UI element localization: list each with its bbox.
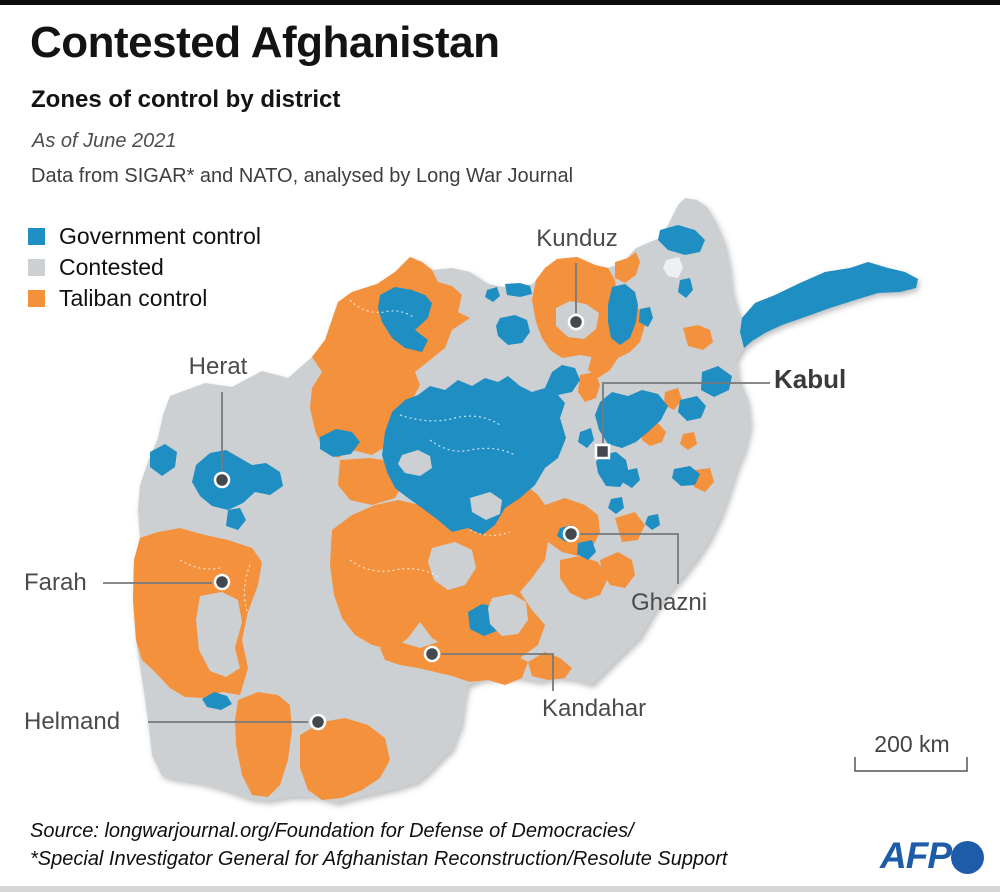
kandahar-marker: [423, 645, 441, 663]
farah-marker: [213, 573, 231, 591]
district-border: [243, 564, 251, 616]
top-bar: [0, 0, 1000, 5]
contested-enclaves: [196, 257, 683, 677]
district-shape: [596, 452, 629, 487]
city-label-kabul: Kabul: [774, 364, 847, 394]
district-shape: [485, 287, 500, 302]
city-leaders: [103, 263, 770, 723]
legend-row-taliban: Taliban control: [28, 283, 261, 314]
bottom-bar: [0, 886, 1000, 892]
district-shape: [664, 388, 682, 410]
district-shape: [488, 594, 528, 636]
city-label-farah: Farah: [24, 569, 87, 596]
helmand-marker: [309, 713, 327, 731]
district-border: [399, 414, 501, 426]
district-shape: [380, 642, 528, 685]
district-shape: [595, 390, 668, 448]
government-districts: [150, 225, 918, 710]
page-title: Contested Afghanistan: [30, 18, 500, 67]
legend-label-taliban: Taliban control: [59, 285, 208, 311]
data-source-note: Data from SIGAR* and NATO, analysed by L…: [31, 165, 574, 187]
district-border: [179, 559, 221, 570]
city-label-herat: Herat: [188, 353, 248, 380]
district-shape: [608, 284, 638, 345]
district-shape: [226, 508, 246, 530]
ghazni-leader: [580, 533, 679, 584]
afp-logo-circle: [951, 841, 984, 874]
source-block: Source: longwarjournal.org/Foundation fo…: [30, 817, 727, 873]
legend-label-contested: Contested: [59, 254, 164, 280]
district-shape: [560, 556, 608, 600]
scale-label: 200 km: [874, 731, 950, 757]
district-shape: [382, 376, 566, 535]
date-note: As of June 2021: [32, 130, 177, 152]
district-border: [429, 439, 516, 456]
district-shape: [470, 492, 502, 520]
district-shape: [608, 497, 624, 514]
legend-row-contested: Contested: [28, 252, 261, 283]
government-control-swatch: [28, 228, 45, 245]
district-shape: [701, 366, 732, 397]
kunduz-marker: [567, 313, 585, 331]
district-shape: [192, 450, 283, 510]
kabul-leader: [602, 382, 770, 443]
unassessed-district: [663, 257, 683, 278]
district-shape: [398, 450, 432, 476]
legend-row-government: Government control: [28, 221, 261, 252]
city-label-ghazni: Ghazni: [631, 589, 708, 616]
district-shape: [622, 468, 640, 488]
district-shape: [578, 428, 594, 448]
source-line-2: *Special Investigator General for Afghan…: [30, 848, 728, 870]
district-shape: [615, 252, 640, 283]
district-shape: [150, 444, 177, 476]
scale-bracket: [854, 757, 968, 772]
district-shape: [496, 315, 530, 345]
district-shape: [683, 325, 713, 350]
district-shape: [639, 307, 653, 327]
district-shape: [645, 514, 660, 530]
page-subtitle: Zones of control by district: [31, 86, 341, 113]
kabul-marker: [594, 443, 611, 460]
district-shape: [378, 287, 432, 352]
contested-swatch: [28, 259, 45, 276]
district-shape: [202, 692, 232, 710]
district-shape: [678, 396, 706, 421]
district-borders: [179, 299, 516, 616]
district-shape: [320, 429, 360, 457]
district-shape: [577, 540, 596, 560]
district-shape: [678, 278, 693, 298]
herat-marker: [213, 471, 231, 489]
district-shape: [300, 718, 390, 800]
district-shape: [196, 592, 242, 677]
taliban-control-swatch: [28, 290, 45, 307]
district-shape: [528, 652, 572, 680]
city-label-helmand: Helmand: [24, 708, 121, 735]
wakhan-corridor: [740, 262, 918, 348]
district-shape: [235, 692, 292, 797]
district-border: [349, 299, 416, 319]
district-shape: [600, 552, 635, 588]
legend: Government control Contested Taliban con…: [28, 221, 261, 314]
ghazni-marker: [562, 525, 580, 543]
district-shape: [658, 225, 705, 255]
district-shape: [672, 466, 700, 486]
city-markers: [213, 313, 611, 731]
source-line-1: Source: longwarjournal.org/Foundation fo…: [30, 820, 634, 842]
district-shape: [545, 365, 580, 395]
district-shape: [428, 542, 476, 590]
city-label-kunduz: Kunduz: [536, 225, 618, 252]
legend-label-government: Government control: [59, 223, 261, 249]
district-border: [469, 529, 511, 537]
kandahar-leader: [441, 653, 554, 691]
afp-logo-text: AFP: [880, 835, 952, 876]
district-shape: [578, 372, 600, 402]
district-shape: [680, 432, 697, 450]
district-shape: [505, 283, 532, 297]
city-label-kandahar: Kandahar: [542, 695, 647, 722]
district-border: [349, 559, 441, 579]
